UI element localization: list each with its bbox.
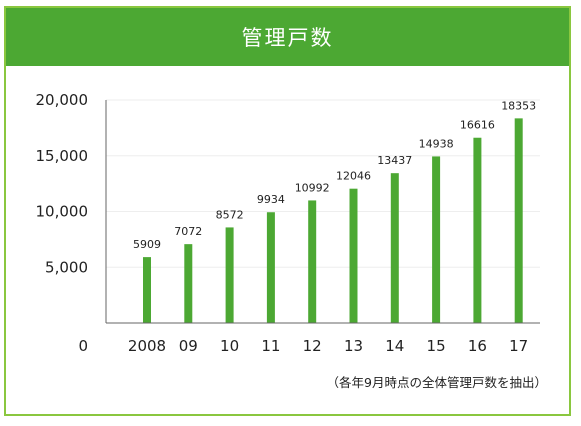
- bar: [143, 257, 151, 323]
- x-tick-label: 10: [220, 337, 239, 355]
- x-tick-label: 2008: [128, 337, 166, 355]
- source-note: （各年9月時点の全体管理戸数を抽出）: [326, 375, 547, 390]
- data-label: 7072: [174, 225, 202, 238]
- y-tick-label: 20,000: [36, 91, 89, 109]
- y-tick-label: 5,000: [45, 258, 88, 276]
- bars: [143, 118, 523, 324]
- bar: [308, 200, 317, 323]
- data-label: 8572: [216, 208, 244, 221]
- x-tick-label: 16: [468, 337, 487, 355]
- data-label: 18353: [501, 99, 536, 112]
- data-labels: 5909 7072 8572 9934 10992 12046 13437 14938 1661…: [133, 99, 536, 251]
- axes: [105, 100, 540, 324]
- x-tick-label: 17: [509, 337, 528, 355]
- x-tick-label: 15: [427, 337, 446, 355]
- bar: [349, 188, 358, 323]
- x-tick-label: 12: [303, 337, 322, 355]
- data-label: 14938: [419, 137, 454, 150]
- chart-title: 管理戸数: [6, 8, 569, 66]
- x-tick-labels: 2008 09 10 11 12 13 14 15 16 17: [128, 337, 528, 355]
- bar: [266, 212, 275, 323]
- data-label: 12046: [336, 170, 371, 183]
- y-tick-label: 0: [78, 337, 88, 355]
- data-label: 13437: [377, 154, 412, 167]
- bar: [432, 156, 441, 323]
- x-tick-label: 14: [385, 337, 404, 355]
- data-label: 16616: [460, 119, 495, 132]
- bar: [514, 118, 523, 324]
- x-tick-label: 11: [261, 337, 280, 355]
- bar: [225, 227, 234, 323]
- data-label: 10992: [295, 181, 330, 194]
- y-tick-labels: 0 5,000 10,000 15,000 20,000: [36, 91, 89, 355]
- bar: [390, 173, 399, 323]
- bar: [473, 137, 482, 323]
- data-label: 5909: [133, 238, 161, 251]
- data-label: 9934: [257, 193, 285, 206]
- x-tick-label: 13: [344, 337, 363, 355]
- y-tick-label: 15,000: [36, 147, 89, 165]
- x-tick-label: 09: [179, 337, 198, 355]
- gridlines: [106, 99, 540, 268]
- y-tick-label: 10,000: [36, 203, 89, 221]
- bar: [184, 244, 193, 323]
